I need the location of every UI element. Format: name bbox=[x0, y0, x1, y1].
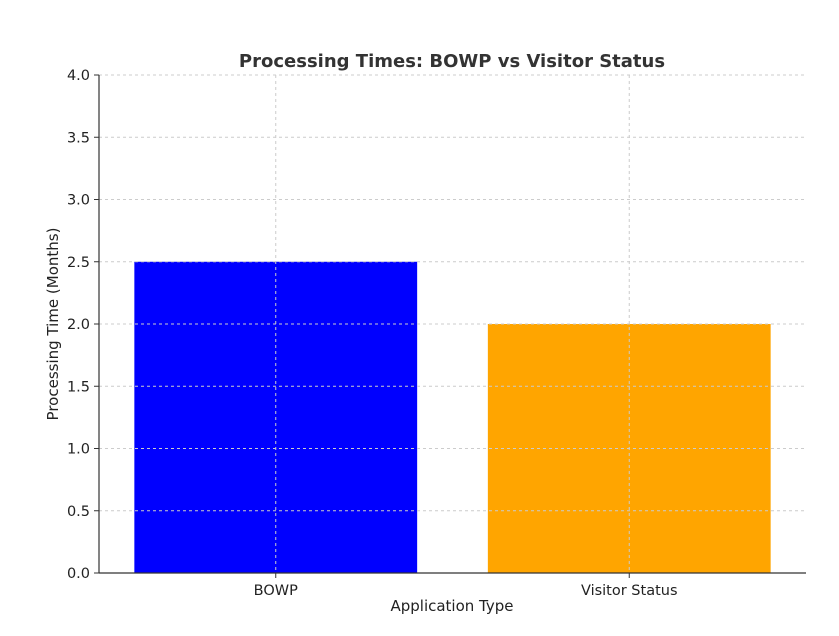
y-tick-label: 3.0 bbox=[67, 193, 90, 209]
y-tick-label: 1.0 bbox=[67, 442, 90, 458]
y-tick-label: 1.5 bbox=[67, 379, 90, 395]
y-tick-label: 2.5 bbox=[67, 255, 90, 271]
chart-title: Processing Times: BOWP vs Visitor Status bbox=[239, 51, 665, 72]
y-tick-label: 0.5 bbox=[67, 504, 90, 520]
x-tick-label: Visitor Status bbox=[581, 583, 678, 599]
axes: 0.0 0.5 1.0 1.5 2.0 2.5 3.0 3.5 4.0 BOWP Visitor S… bbox=[67, 68, 806, 599]
y-tick-label: 0.0 bbox=[67, 566, 90, 582]
x-axis-label: Application Type bbox=[390, 597, 513, 615]
y-tick-label: 2.0 bbox=[67, 317, 90, 333]
y-tick-label: 3.5 bbox=[67, 130, 90, 146]
y-axis-label: Processing Time (Months) bbox=[44, 228, 62, 421]
x-tick-label: BOWP bbox=[254, 583, 298, 599]
y-tick-label: 4.0 bbox=[67, 68, 90, 84]
bars bbox=[134, 261, 771, 573]
